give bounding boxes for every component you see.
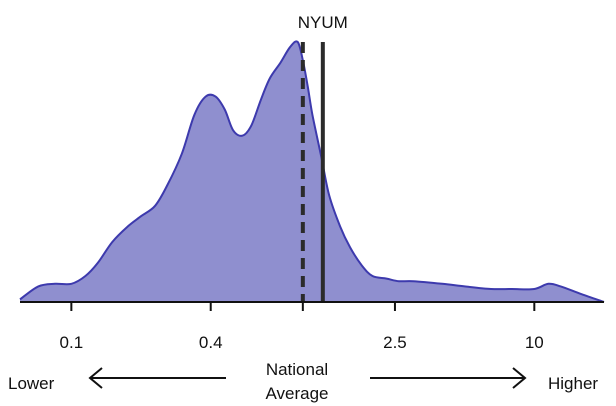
reference-lines — [300, 42, 325, 302]
x-tick-label-3: 2.5 — [383, 333, 407, 352]
right-arrow — [370, 367, 527, 389]
density-fill-0 — [20, 41, 604, 303]
x-tick-label-0: 0.1 — [60, 333, 84, 352]
x-ticks: 0.1 0.4 2.5 10 — [60, 302, 544, 352]
density-area — [19, 40, 605, 303]
higher-label: Higher — [548, 374, 598, 393]
lower-label: Lower — [8, 374, 55, 393]
density-curve-0 — [19, 40, 605, 303]
national-average-label-line2: Average — [265, 384, 328, 403]
left-arrow — [88, 367, 226, 389]
national-average-label-line1: National — [266, 360, 328, 379]
annotations: NYUM Lower National Average Higher — [8, 13, 598, 403]
x-tick-label-1: 0.4 — [199, 333, 223, 352]
nyum-label: NYUM — [298, 13, 348, 32]
x-tick-label-4: 10 — [525, 333, 544, 352]
